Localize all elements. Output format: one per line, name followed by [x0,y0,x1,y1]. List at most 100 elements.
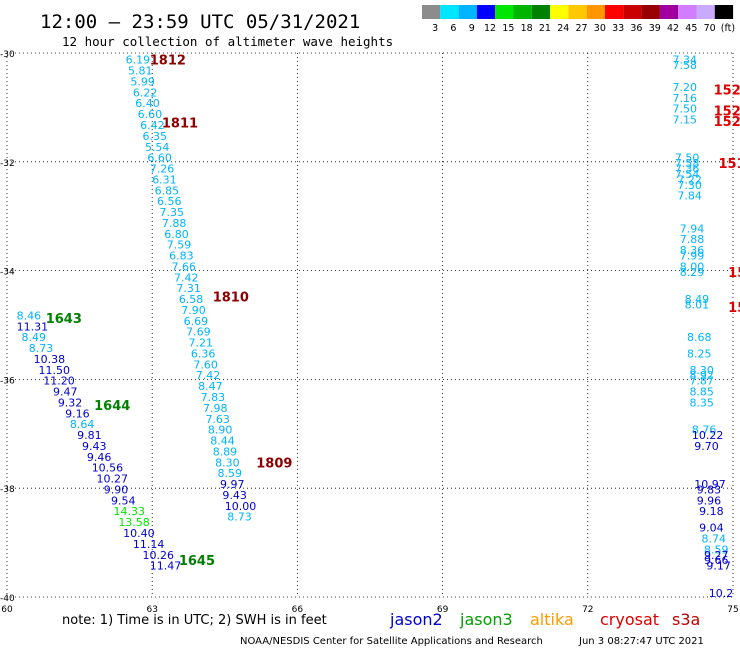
pass-time-label: 1810 [213,290,249,305]
wave-height-label: 6.56 [157,195,182,208]
wave-height-label: 10.38 [34,353,65,366]
colorbar-label: 39 [649,23,661,34]
wave-height-label: 8.01 [685,299,710,312]
colorbar-swatch [550,5,569,19]
colorbar-swatch [531,5,551,19]
satellite-legend: jason2 jason3 altika cryosat s3a [389,610,700,629]
footer-timestamp: Jun 3 08:27:47 UTC 2021 [578,636,704,647]
colorbar-swatch [605,5,624,19]
pass-time-label: 1519 [718,157,740,172]
wave-height-label: 6.22 [133,86,158,99]
wave-height-label: 7.58 [673,59,698,72]
colorbar-label: 45 [685,23,697,34]
wave-height-label: 7.98 [203,402,228,415]
wave-height-label: 9.43 [222,489,247,502]
chart-subtitle: 12 hour collection of altimeter wave hei… [62,34,393,49]
wave-height-label: 7.36 [675,163,700,176]
colorbar-label: 6 [450,23,456,34]
wave-height-label: 8.76 [692,424,717,437]
wave-height-label: 7.16 [673,92,698,105]
legend-item-cryosat: cryosat [600,610,659,629]
wave-height-label: 11.50 [38,364,70,377]
colorbar-label: 70 [704,23,716,34]
wave-height-label: 9.32 [58,396,83,409]
pass-time-label: 1809 [256,456,292,471]
wave-height-label: 10.40 [123,527,155,540]
wave-height-label: 7.21 [189,337,214,350]
wave-height-label: 7.22 [677,173,702,186]
wave-height-label: 5.81 [128,65,153,78]
colorbar-swatch [440,5,459,19]
data-points: 6.195.815.996.226.406.606.426.355.546.60… [17,54,734,600]
wave-height-label: 6.83 [169,250,194,263]
wave-height-label: 7.50 [673,103,698,116]
wave-height-label: 14.33 [113,505,145,518]
colorbar-label: 42 [667,23,679,34]
axis-ticks: 60 63 66 69 72 75 -30 -32 -34 -36 -38 -40 [0,50,739,615]
x-tick-label: 75 [727,605,738,615]
wave-height-label: 8.85 [689,386,714,399]
wave-height-label: 6.80 [164,228,189,241]
colorbar-swatch [458,5,477,19]
wave-height-label: 7.42 [174,271,199,284]
wave-height-label: 7.31 [176,282,201,295]
colorbar-label: 33 [612,23,624,34]
wave-height-label: 7.54 [675,168,700,181]
wave-height-label: 7.42 [196,369,221,382]
pass-time-label: 1811 [162,116,198,131]
x-tick-label: 60 [1,605,13,615]
wave-height-label: 8.92 [689,369,714,382]
wave-height-label: 9.46 [87,451,112,464]
wave-height-label: 8.68 [687,331,712,344]
wave-height-label: 7.30 [677,179,702,192]
wave-height-label: 6.60 [147,152,172,165]
wave-height-label: 7.84 [677,190,702,203]
wave-height-label: 9.27 [704,549,729,562]
colorbar-label: 30 [594,23,606,34]
colorbar-swatch [513,5,532,19]
x-tick-label: 66 [292,605,304,615]
colorbar-swatch [678,5,697,19]
wave-height-label: 7.90 [181,304,206,317]
pass-time-label: 1645 [179,554,215,569]
colorbar-swatch [422,5,441,19]
y-tick-label: -40 [0,594,15,604]
wave-height-label: 9.16 [65,407,90,420]
wave-height-label: 7.58 [675,157,700,170]
colorbar-swatch [623,5,642,19]
wave-height-label: 6.36 [191,347,216,360]
wave-height-label: 10.97 [694,478,726,491]
wave-height-label: 8.25 [687,347,712,360]
wave-height-label: 7.88 [680,233,705,246]
colorbar-swatch [476,5,496,19]
y-tick-label: -36 [0,376,15,386]
wave-height-label: 7.20 [673,81,698,94]
wave-height-label: 9.17 [706,560,731,573]
wave-height-label: 6.42 [140,119,165,132]
colorbar-swatch [641,5,660,19]
wave-height-label: 8.46 [17,309,42,322]
y-tick-label: -34 [0,268,15,278]
chart-title: 12:00 – 23:59 UTC 05/31/2021 [40,11,360,33]
pass-time-label: 1812 [150,54,186,69]
x-tick-label: 72 [582,605,593,615]
wave-height-label: 10.56 [92,462,124,475]
pass-time-label: 1520 [714,115,740,130]
wave-height-label: 8.73 [29,342,53,355]
colorbar-label: 36 [630,23,642,34]
wave-height-label: 10.2 [709,587,734,600]
colorbar-label: 24 [557,23,569,34]
colorbar-label: 3 [432,23,438,34]
wave-height-label: 9.18 [699,505,724,518]
legend-item-altika: altika [530,610,574,629]
wave-height-label: 6.19 [126,54,151,67]
wave-height-label: 9.04 [699,522,724,535]
wave-height-label: 5.99 [130,75,155,88]
wave-height-label: 9.83 [697,483,722,496]
pass-time-annotations: 1812181118101809164316441645152015201520… [46,54,740,569]
wave-height-label: 6.69 [184,315,209,328]
pass-time-label: 15 [728,301,740,316]
colorbar: 3 6 9 12 15 18 21 24 27 30 33 36 39 42 45 70 (ft) [422,5,735,34]
wave-height-label: 8.89 [213,445,238,458]
